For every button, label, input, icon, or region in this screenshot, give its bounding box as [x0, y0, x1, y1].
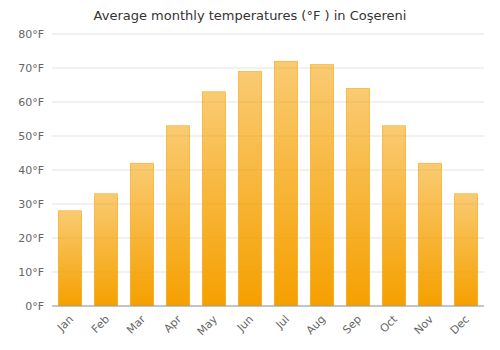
x-tick-label: May: [195, 312, 221, 338]
y-tick-label: 80°F: [18, 28, 44, 41]
chart-container: 0°F 10°F 20°F 30°F 40°F 50°F 60°F 70°F 80°F Jan Fe…: [0, 0, 500, 350]
x-tick-label: Oct: [377, 312, 400, 335]
bars: [58, 61, 477, 306]
x-tick-label: Dec: [448, 313, 472, 337]
grid-line: [52, 306, 484, 307]
bar: [130, 163, 153, 306]
x-tick-label: Feb: [89, 313, 112, 336]
x-tick-label: Jul: [273, 313, 292, 332]
bar: [454, 194, 477, 306]
x-tick-label: Aug: [304, 313, 328, 337]
y-tick-label: 70°F: [18, 62, 44, 75]
x-tick-label: Nov: [412, 312, 437, 337]
bar: [418, 163, 441, 306]
grid-line: [52, 136, 484, 137]
bar: [382, 126, 405, 306]
x-tick-label: Jun: [234, 313, 256, 335]
bar: [94, 194, 117, 306]
bar: [274, 61, 297, 306]
y-tick-label: 50°F: [18, 130, 44, 143]
bar: [58, 211, 81, 306]
y-tick-label: 40°F: [18, 164, 44, 177]
grid: [52, 34, 484, 306]
bar: [238, 71, 261, 306]
bar: [202, 92, 225, 306]
x-tick-label: Jan: [54, 313, 76, 335]
grid-line: [52, 34, 484, 35]
y-tick-label: 60°F: [18, 96, 44, 109]
title: Average monthly temperatures (°F ) in Co…: [94, 8, 407, 23]
x-tick-label: Sep: [340, 313, 364, 337]
chart: 0°F 10°F 20°F 30°F 40°F 50°F 60°F 70°F 80°F Jan Fe…: [0, 0, 500, 350]
y-tick-label: 10°F: [18, 266, 44, 279]
x-tick-label: Apr: [161, 312, 184, 335]
bar: [310, 65, 333, 306]
bar: [346, 88, 369, 306]
grid-line: [52, 102, 484, 103]
x-axis-line: [52, 306, 484, 307]
grid-line: [52, 68, 484, 69]
x-tick-label: Mar: [124, 312, 148, 336]
y-tick-label: 0°F: [25, 300, 44, 313]
plot-area: 0°F 10°F 20°F 30°F 40°F 50°F 60°F 70°F 80°F Jan Fe…: [18, 28, 484, 338]
y-tick-label: 20°F: [18, 232, 44, 245]
y-tick-label: 30°F: [18, 198, 44, 211]
bar: [166, 126, 189, 306]
